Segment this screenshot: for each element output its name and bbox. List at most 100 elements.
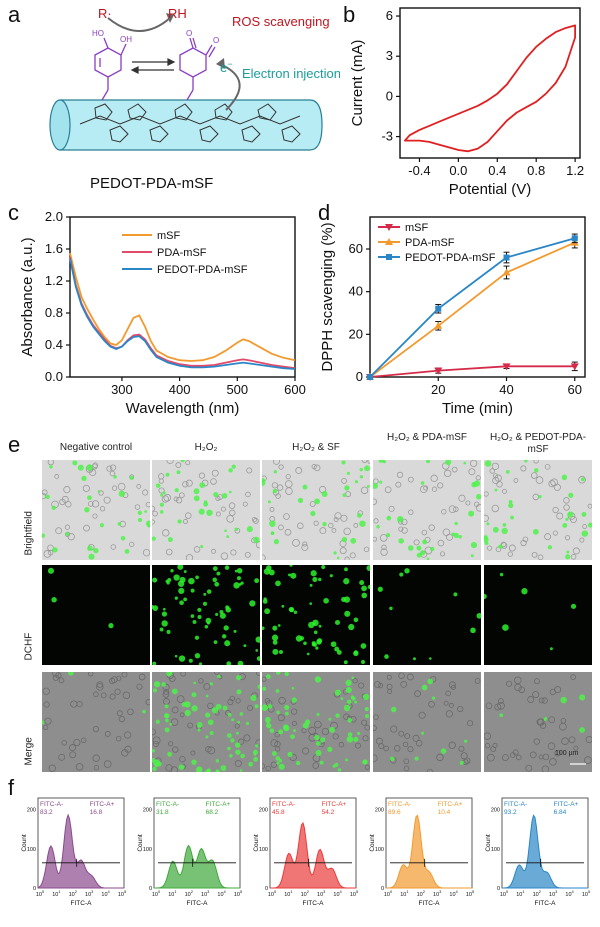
flow-histogram xyxy=(154,844,240,889)
fluorescent-cell xyxy=(471,481,477,488)
fluorescent-cell xyxy=(275,689,280,693)
gate-right-value: 68.2 xyxy=(206,809,219,816)
y-tick-label: 0.4 xyxy=(45,337,63,352)
fluorescent-cell xyxy=(343,578,350,585)
fluorescent-cell xyxy=(367,584,370,590)
fluorescent-cell xyxy=(560,696,567,704)
fluorescent-cell xyxy=(321,490,328,498)
cell xyxy=(544,533,552,541)
cell xyxy=(246,467,253,474)
x-tick-label: 40 xyxy=(499,382,513,397)
cell xyxy=(184,512,192,519)
fluorescent-cell xyxy=(499,713,504,718)
cell xyxy=(129,541,135,547)
series-line-PEDOT-PDA-mSF xyxy=(369,237,576,378)
fluorescent-cell xyxy=(198,662,203,665)
cell xyxy=(514,676,522,685)
fluorescent-cell xyxy=(124,549,130,554)
fluorescent-cell xyxy=(524,460,528,463)
flow-x-tick: 100 xyxy=(268,889,277,898)
fluorescent-cell xyxy=(561,474,568,481)
flow-x-tick: 105 xyxy=(234,889,243,898)
cell xyxy=(229,509,236,516)
fluorescent-cell xyxy=(538,494,542,499)
fluorescent-cell xyxy=(256,656,260,661)
fluorescent-cell xyxy=(117,522,122,526)
cell xyxy=(289,753,297,762)
fluorescent-cell xyxy=(315,749,322,756)
cell xyxy=(88,672,94,677)
fluorescent-cell xyxy=(356,731,361,736)
fluorescent-cell xyxy=(364,707,369,712)
cell xyxy=(255,672,260,676)
flow-y-tick: 200 xyxy=(143,808,152,814)
flow-x-tick: 103 xyxy=(549,889,558,898)
fluorescent-cell xyxy=(219,610,224,615)
fluorescent-cell xyxy=(475,493,481,500)
cell xyxy=(398,730,405,737)
fluorescent-cell xyxy=(179,600,184,606)
flow-x-tick: 104 xyxy=(333,889,342,898)
data-point xyxy=(502,363,511,371)
fluorescent-cell xyxy=(453,592,458,597)
x-tick-label: 300 xyxy=(111,382,133,397)
fluorescent-cell xyxy=(51,597,57,603)
cell xyxy=(544,464,551,470)
cell xyxy=(485,702,493,710)
fluorescent-cell xyxy=(177,565,184,570)
fluorescent-cell xyxy=(302,722,309,729)
cell xyxy=(163,689,170,696)
fluorescent-cell xyxy=(353,617,359,623)
cell xyxy=(152,736,161,745)
cell xyxy=(451,466,458,473)
cell xyxy=(563,497,570,504)
micrograph-r0-c2 xyxy=(262,460,370,560)
gate-right-label: FITC-A+ xyxy=(322,801,347,808)
cell xyxy=(311,464,317,470)
fluorescent-cell xyxy=(164,713,170,719)
cell xyxy=(500,541,507,548)
cell xyxy=(403,765,410,772)
fluorescent-cell xyxy=(306,652,310,656)
cell xyxy=(460,752,468,760)
cell xyxy=(450,684,457,690)
cell xyxy=(274,746,281,752)
scalebar-label: 100 µm xyxy=(555,750,579,757)
cell xyxy=(42,687,50,695)
cell xyxy=(513,478,519,483)
fluorescent-cell xyxy=(181,702,187,707)
cell xyxy=(70,700,78,708)
fluorescent-cell xyxy=(169,722,173,726)
fluorescent-cell xyxy=(108,623,114,629)
cell xyxy=(404,733,411,740)
fluorescent-cell xyxy=(283,725,290,732)
cell xyxy=(166,460,174,464)
micrograph-background xyxy=(484,565,592,665)
cell xyxy=(58,677,65,684)
panel-label-a: a xyxy=(8,2,21,27)
fluorescent-cell xyxy=(178,587,185,595)
ros-scavenging-label: ROS scavenging xyxy=(232,14,330,29)
fluorescent-cell xyxy=(276,761,280,765)
fluorescent-cell xyxy=(113,475,117,479)
cell xyxy=(426,768,434,772)
cell xyxy=(443,700,449,706)
cell xyxy=(537,554,544,560)
plot-frame xyxy=(369,216,586,378)
cell xyxy=(579,537,585,543)
micrograph-r2-c3 xyxy=(373,672,481,772)
fluorescent-cell xyxy=(327,746,333,752)
flow-x-tick-exp: 0 xyxy=(158,889,161,894)
fluorescent-cell xyxy=(445,460,452,466)
fluorescent-cell xyxy=(273,470,278,474)
data-point xyxy=(434,367,443,375)
cell xyxy=(373,754,378,763)
fluorescent-cell xyxy=(290,734,295,740)
fluorescent-cell xyxy=(206,589,212,594)
fluorescent-cell xyxy=(328,717,332,721)
cell xyxy=(152,505,156,512)
cell xyxy=(190,750,196,756)
fluorescent-cell xyxy=(454,521,458,526)
micrograph-r1-c4 xyxy=(484,565,592,665)
cell xyxy=(55,527,63,535)
